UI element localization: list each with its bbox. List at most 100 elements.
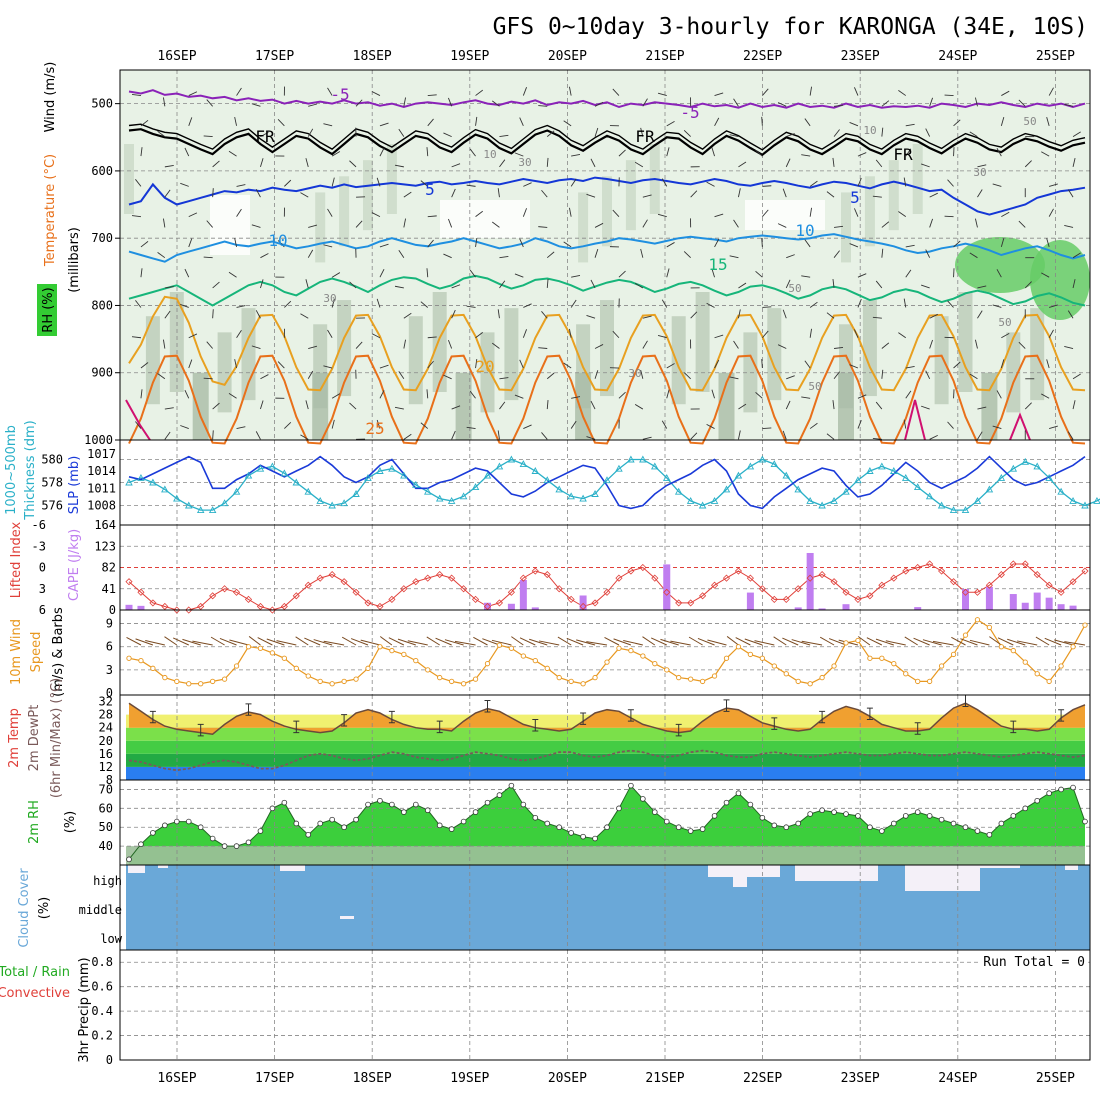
rh-marker — [281, 799, 288, 806]
li-marker — [663, 588, 671, 596]
temp-line — [128, 702, 1086, 735]
wind-barb — [826, 191, 835, 198]
surface-wind-barb — [819, 636, 835, 646]
rh-marker — [197, 824, 204, 831]
wind-barb — [260, 158, 264, 168]
wind-barb — [977, 164, 987, 168]
cloud-level-tick: middle — [79, 903, 122, 917]
wind-barb — [164, 431, 171, 440]
wind-barb — [618, 391, 626, 399]
surface-wind-barb — [913, 637, 930, 646]
li-marker — [770, 595, 778, 603]
wind-barb — [1041, 272, 1050, 278]
li-marker — [1021, 560, 1029, 568]
wind-barb — [157, 130, 166, 137]
wind-barb — [497, 430, 500, 440]
wind-barb — [618, 270, 626, 278]
wind-barb — [212, 188, 214, 198]
wind-barb — [499, 134, 509, 138]
isotherm--5 — [128, 89, 1086, 109]
wind-barb — [857, 394, 867, 399]
wind-speed-marker — [759, 655, 765, 661]
rh-marker — [221, 843, 228, 849]
wind-barb — [903, 419, 907, 429]
rh-shade — [841, 192, 851, 263]
rh-tick: 40 — [99, 839, 113, 853]
wind-barb — [690, 432, 698, 440]
wind-barb — [881, 127, 884, 137]
wind-speed-marker — [532, 657, 538, 664]
thickness-marker — [1033, 462, 1041, 470]
date-label-bottom: 18SEP — [353, 1071, 392, 1086]
wind-barb — [443, 132, 452, 138]
wind-barb — [379, 243, 389, 248]
cloud-gap — [795, 865, 878, 881]
wind-speed-marker — [472, 676, 479, 682]
surface-wind-barb — [735, 637, 751, 646]
wind-barb — [563, 362, 572, 369]
wind-barb — [277, 361, 285, 369]
thickness-marker — [495, 462, 504, 470]
wind-speed-marker — [317, 678, 323, 685]
thickness-marker — [256, 464, 265, 472]
label-2m-temp: 2m Temp — [7, 708, 22, 768]
wind-barb — [212, 281, 220, 289]
thickness-marker — [973, 496, 982, 504]
wind-speed-marker — [269, 650, 276, 656]
wind-barb — [376, 419, 381, 429]
date-label-bottom: 19SEP — [450, 1071, 489, 1086]
thickness-marker — [985, 485, 994, 493]
wind-barb — [801, 154, 811, 157]
wind-barb — [403, 433, 412, 440]
wind-speed-marker — [819, 674, 825, 681]
surface-wind-barb — [257, 637, 273, 646]
thickness-marker — [1009, 464, 1018, 472]
wind-barb — [953, 361, 961, 369]
rh-marker — [544, 820, 551, 827]
surface-wind-barb — [697, 637, 715, 646]
pressure-tick: 600 — [91, 164, 113, 178]
li-marker — [615, 574, 623, 582]
wind-barb — [801, 275, 811, 278]
wind-barb — [140, 241, 149, 248]
label-2m-rh: 2m RH — [27, 800, 42, 844]
wind-barb — [236, 208, 242, 217]
wind-tick: 3 — [106, 663, 113, 677]
rh-marker — [986, 831, 993, 838]
wind-barb — [1049, 304, 1058, 308]
rh-marker — [329, 816, 335, 823]
wind-barb — [809, 422, 818, 429]
label-convective: Convective — [0, 986, 70, 1001]
wind-barb — [184, 268, 190, 278]
wind-barb — [519, 117, 524, 127]
wind-barb — [777, 102, 787, 107]
wind-barb — [594, 222, 604, 228]
rh-marker — [663, 818, 670, 825]
rh-shade — [1030, 308, 1045, 401]
li-marker — [328, 571, 336, 579]
wind-barb — [706, 302, 715, 308]
surface-wind-barb — [229, 639, 249, 646]
wind-barb — [881, 221, 890, 228]
surface-wind-barb — [707, 639, 727, 646]
rh-marker — [1034, 797, 1040, 804]
wind-barb — [284, 179, 292, 187]
wind-barb — [920, 405, 930, 410]
wind-barb — [881, 369, 884, 379]
thickness-marker — [268, 462, 277, 470]
wind-barb — [925, 370, 931, 379]
wind-barb — [1018, 99, 1026, 107]
rh-marker — [1070, 784, 1076, 791]
temp-tick: 12 — [99, 760, 113, 774]
wind-speed-marker — [484, 661, 491, 667]
wind-barb — [514, 152, 524, 157]
wind-speed-marker — [1058, 663, 1064, 669]
wind-barb — [255, 431, 261, 440]
pressure-tick: 900 — [91, 366, 113, 380]
wind-barb — [711, 389, 715, 399]
wind-barb — [206, 99, 213, 107]
rh-marker — [1022, 805, 1029, 812]
wind-barb — [992, 304, 1002, 308]
cape-bar — [842, 604, 850, 610]
